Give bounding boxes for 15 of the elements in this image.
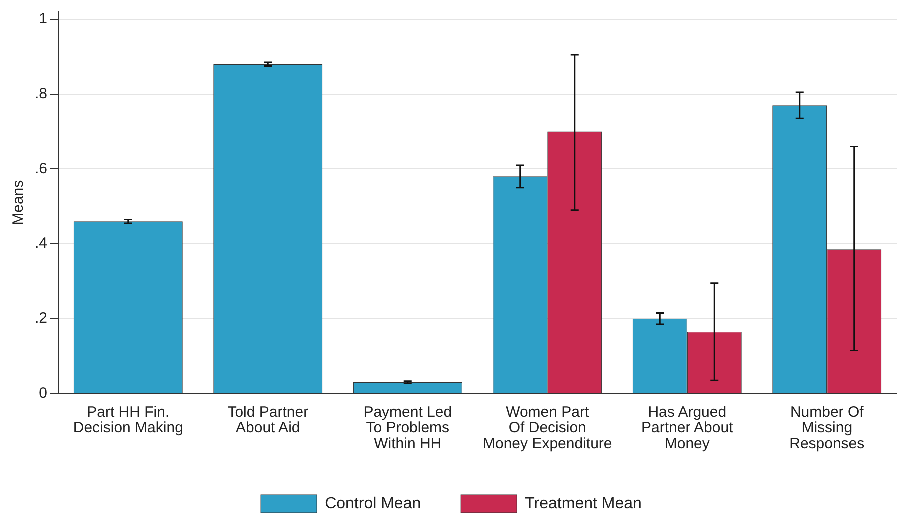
y-tick-label: .4 [34, 235, 48, 252]
legend-label: Control Mean [325, 495, 422, 512]
x-tick-label: Payment Led To Problems Within HH [364, 404, 452, 452]
x-tick-label: Women Part Of Decision Money Expenditure [483, 404, 612, 452]
x-tick-label: Part HH Fin. Decision Making [73, 404, 184, 437]
y-tick-label: 0 [39, 384, 48, 402]
x-tick-label: Has Argued Partner About Money [642, 404, 734, 452]
x-tick-label: Told Partner About Aid [228, 404, 309, 437]
x-tick-label: Number Of Missing Responses [790, 404, 865, 452]
y-tick-label: .6 [34, 160, 48, 178]
y-tick-label: .8 [34, 85, 48, 102]
legend-label: Treatment Mean [525, 495, 642, 512]
y-tick-label: .2 [34, 310, 48, 328]
y-tick-label: 1 [39, 10, 48, 28]
y-axis-title: Means [10, 180, 28, 226]
